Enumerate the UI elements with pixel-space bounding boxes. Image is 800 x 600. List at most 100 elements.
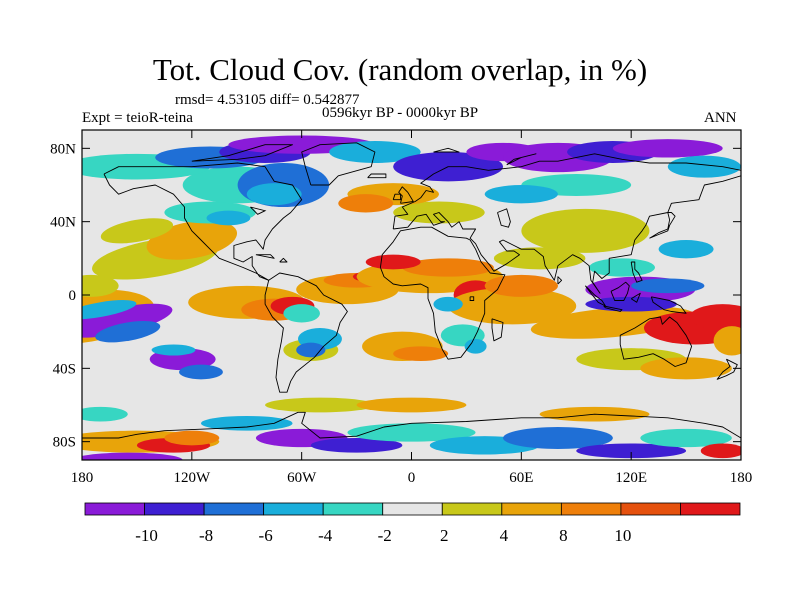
season-label: ANN xyxy=(704,110,737,126)
coastline xyxy=(506,153,537,166)
anomaly-region xyxy=(667,155,741,178)
coastline xyxy=(191,144,293,162)
x-tick-label: 120W xyxy=(173,470,211,486)
coastline xyxy=(255,254,275,259)
y-tick-label: 80N xyxy=(50,141,76,157)
anomaly-region xyxy=(347,423,476,442)
period-label: 0596kyr BP - 0000kyr BP xyxy=(322,105,479,121)
lake-outline xyxy=(497,208,511,228)
anomaly-region xyxy=(95,320,161,343)
colorbar: -10 -8 -6 -4 -2 2 4 8 10 xyxy=(84,502,741,545)
colorbar-swatch xyxy=(203,502,265,516)
coastline xyxy=(619,316,693,367)
anomaly-region xyxy=(433,296,463,312)
x-tick-label: 0 xyxy=(408,470,416,486)
coastline xyxy=(392,193,401,201)
colorbar-swatch xyxy=(560,502,622,516)
colorbar-label: 10 xyxy=(614,526,631,545)
coastline xyxy=(398,186,414,204)
coastline xyxy=(103,162,303,281)
anomaly-region xyxy=(503,427,613,449)
anomaly-region xyxy=(82,406,128,422)
anomaly-region xyxy=(365,254,421,270)
anomaly-region xyxy=(640,357,732,380)
lake-outline xyxy=(250,206,267,215)
colorbar-label: -8 xyxy=(199,526,213,545)
coastline xyxy=(557,276,563,285)
anomaly-region xyxy=(631,278,705,294)
stats-text: rmsd= 4.53105 diff= 0.542877 xyxy=(175,92,360,108)
x-tick-label: 60W xyxy=(287,470,317,486)
anomaly-region xyxy=(689,304,741,330)
x-tick-label: 180 xyxy=(71,470,94,486)
anomaly-region xyxy=(338,194,394,213)
coastline xyxy=(649,212,676,239)
coastline xyxy=(379,226,506,360)
cloud-anomaly-field xyxy=(82,130,741,460)
colorbar-label: 8 xyxy=(559,526,568,545)
chart-title: Tot. Cloud Cov. (random overlap, in %) xyxy=(152,52,648,87)
x-tick-label: 60E xyxy=(509,470,533,486)
coastline xyxy=(630,261,643,283)
anomaly-region xyxy=(393,346,449,361)
coastline xyxy=(650,296,687,314)
colorbar-swatch xyxy=(144,502,205,516)
colorbar-label: -2 xyxy=(378,526,392,545)
colorbar-swatch xyxy=(84,502,145,516)
colorbar-swatch xyxy=(501,502,562,516)
anomaly-region xyxy=(179,364,223,380)
anomaly-region xyxy=(356,397,467,413)
anomaly-region xyxy=(402,258,494,277)
anomaly-region xyxy=(246,183,302,206)
coastline xyxy=(301,142,376,186)
anomaly-region xyxy=(484,185,558,204)
coastline xyxy=(367,173,387,179)
anomaly-region xyxy=(658,240,714,259)
coastline xyxy=(392,153,741,294)
anomaly-region xyxy=(164,430,220,446)
anomaly-region xyxy=(206,210,251,226)
anomaly-region xyxy=(484,274,558,297)
x-tick-label: 120E xyxy=(615,470,647,486)
anomaly-region xyxy=(589,258,655,277)
anomaly-region xyxy=(100,218,174,244)
anomaly-region xyxy=(713,326,741,356)
coastline xyxy=(603,305,623,312)
colorbar-swatch xyxy=(680,502,741,516)
anomaly-region xyxy=(700,443,741,459)
coastline xyxy=(264,272,348,393)
anomaly-region xyxy=(464,339,487,354)
anomaly-region xyxy=(585,296,677,312)
anomaly-region xyxy=(200,416,293,431)
anomaly-region xyxy=(521,208,650,253)
coastline xyxy=(610,281,630,301)
coastline xyxy=(630,292,641,303)
coastline xyxy=(82,411,741,439)
anomaly-region xyxy=(265,397,375,413)
y-tick-label: 40N xyxy=(50,215,76,231)
experiment-label: Expt = teioR-teina xyxy=(82,110,193,126)
anomaly-region xyxy=(296,342,326,358)
colorbar-label: 4 xyxy=(500,526,509,545)
colorbar-label: -10 xyxy=(135,526,158,545)
y-tick-label: 40S xyxy=(53,361,76,377)
colorbar-swatch xyxy=(441,502,503,516)
colorbar-swatch xyxy=(322,502,384,516)
anomaly-region xyxy=(82,452,183,460)
anomaly-region xyxy=(151,344,196,356)
x-tick-label: 180 xyxy=(730,470,753,486)
coastline xyxy=(491,318,504,342)
colorbar-swatch xyxy=(382,502,443,516)
lake-outline xyxy=(469,296,475,301)
anomaly-region xyxy=(576,443,687,459)
anomaly-region xyxy=(448,287,577,325)
anomaly-region xyxy=(283,304,320,323)
anomaly-region xyxy=(82,274,119,297)
y-tick-label: 80S xyxy=(53,435,76,451)
coastline xyxy=(716,358,738,380)
colorbar-label: 2 xyxy=(440,526,449,545)
coastline xyxy=(279,257,288,263)
y-tick-label: 0 xyxy=(69,288,77,304)
anomaly-region xyxy=(612,139,723,158)
